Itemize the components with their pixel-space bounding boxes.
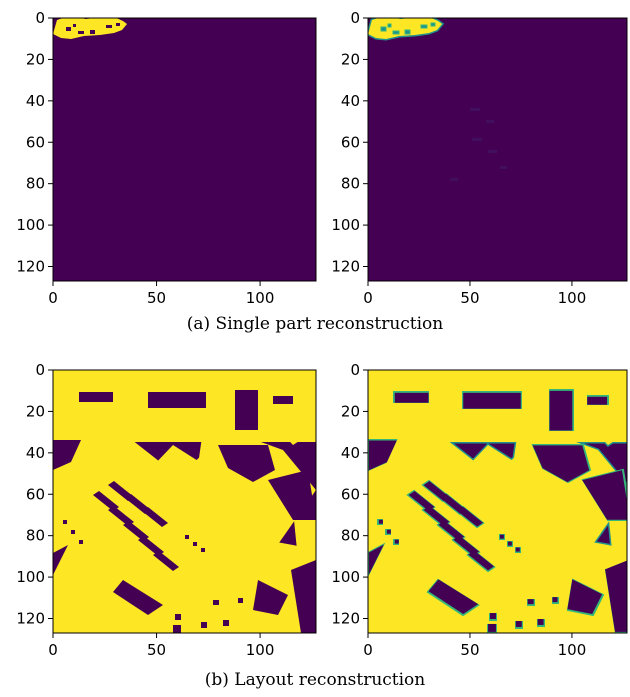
y-tick-label: 0 bbox=[350, 361, 360, 379]
y-tick-label: 100 bbox=[331, 216, 360, 234]
y-tick-label: 0 bbox=[350, 9, 360, 27]
caption-b: (b) Layout reconstruction bbox=[204, 670, 426, 690]
y-tick-label: 100 bbox=[16, 568, 45, 586]
y-tick-label: 80 bbox=[26, 527, 45, 545]
y-tick-label: 20 bbox=[26, 50, 45, 68]
y-tick-label: 120 bbox=[16, 610, 45, 628]
y-tick-label: 20 bbox=[341, 50, 360, 68]
x-tick-label: 50 bbox=[147, 289, 166, 307]
y-tick-label: 40 bbox=[341, 92, 360, 110]
panel-a-left bbox=[52, 17, 317, 282]
y-tick-label: 0 bbox=[35, 361, 45, 379]
y-tick-label: 40 bbox=[341, 444, 360, 462]
y-tick-label: 40 bbox=[26, 444, 45, 462]
x-tick-label: 0 bbox=[363, 641, 373, 659]
y-tick-label: 120 bbox=[16, 258, 45, 276]
x-tick-label: 100 bbox=[558, 289, 587, 307]
x-tick-label: 0 bbox=[363, 289, 373, 307]
panel-a-right bbox=[367, 17, 628, 282]
x-tick-label: 0 bbox=[48, 289, 58, 307]
x-tick-label: 100 bbox=[558, 641, 587, 659]
y-tick-label: 0 bbox=[35, 9, 45, 27]
y-tick-label: 60 bbox=[341, 133, 360, 151]
y-tick-label: 100 bbox=[16, 216, 45, 234]
y-tick-label: 60 bbox=[341, 485, 360, 503]
x-tick-label: 50 bbox=[460, 641, 479, 659]
y-tick-label: 60 bbox=[26, 133, 45, 151]
y-tick-label: 80 bbox=[341, 175, 360, 193]
y-tick-label: 20 bbox=[26, 402, 45, 420]
y-tick-label: 60 bbox=[26, 485, 45, 503]
y-tick-label: 20 bbox=[341, 402, 360, 420]
caption-a: (a) Single part reconstruction bbox=[186, 314, 444, 334]
x-tick-label: 100 bbox=[246, 641, 275, 659]
panel-b-left bbox=[52, 369, 317, 634]
x-tick-label: 50 bbox=[460, 289, 479, 307]
heatmap-background bbox=[53, 18, 316, 281]
heatmap-background bbox=[368, 18, 627, 281]
x-tick-label: 50 bbox=[147, 641, 166, 659]
y-tick-label: 40 bbox=[26, 92, 45, 110]
panel-b-right bbox=[367, 369, 628, 634]
y-tick-label: 80 bbox=[341, 527, 360, 545]
x-tick-label: 100 bbox=[246, 289, 275, 307]
x-tick-label: 0 bbox=[48, 641, 58, 659]
y-tick-label: 120 bbox=[331, 610, 360, 628]
y-tick-label: 100 bbox=[331, 568, 360, 586]
y-tick-label: 80 bbox=[26, 175, 45, 193]
y-tick-label: 120 bbox=[331, 258, 360, 276]
